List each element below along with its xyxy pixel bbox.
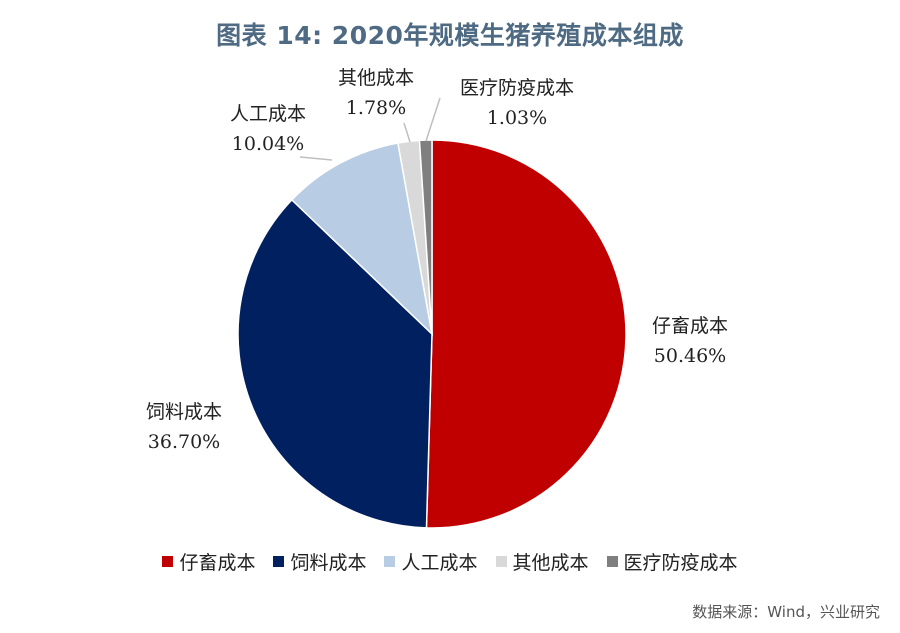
legend-label: 其他成本 bbox=[512, 552, 589, 574]
legend-swatch bbox=[273, 556, 285, 567]
pie-slice-3 bbox=[290, 142, 434, 337]
legend-swatch bbox=[606, 556, 618, 567]
legend: 仔畜成本 饲料成本 人工成本 其他成本 医疗防疫成本 bbox=[0, 548, 900, 575]
legend-swatch bbox=[495, 556, 507, 567]
legend-item-2: 饲料成本 bbox=[273, 548, 366, 575]
legend-label: 饲料成本 bbox=[290, 552, 367, 574]
legend-label: 仔畜成本 bbox=[179, 552, 256, 574]
slice-label-1: 仔畜成本 bbox=[652, 315, 728, 337]
legend-item-1: 仔畜成本 bbox=[162, 548, 255, 575]
leader-line-5 bbox=[425, 97, 441, 142]
legend-label: 人工成本 bbox=[401, 552, 478, 574]
slice-label-4: 其他成本 bbox=[338, 67, 414, 89]
pie-slice-1 bbox=[425, 139, 627, 529]
slice-label-5: 医疗防疫成本 bbox=[460, 77, 574, 99]
pie-slice-2 bbox=[237, 198, 433, 529]
leader-line-3 bbox=[299, 156, 333, 161]
legend-item-3: 人工成本 bbox=[384, 548, 478, 575]
legend-label: 医疗防疫成本 bbox=[623, 552, 738, 574]
legend-swatch bbox=[384, 556, 396, 567]
slice-label-3: 人工成本 bbox=[230, 103, 306, 125]
leader-line-4 bbox=[403, 122, 411, 143]
legend-item-4: 其他成本 bbox=[495, 548, 589, 575]
slice-value-5: 1.03% bbox=[487, 107, 547, 129]
source-note: 数据来源：Wind，兴业研究 bbox=[692, 603, 880, 621]
legend-item-5: 医疗防疫成本 bbox=[606, 548, 738, 575]
slice-value-2: 36.70% bbox=[148, 431, 220, 453]
slice-value-3: 10.04% bbox=[232, 133, 304, 155]
slice-value-4: 1.78% bbox=[346, 97, 406, 119]
legend-swatch bbox=[162, 556, 174, 567]
chart-title: 图表 14: 2020年规模生猪养殖成本组成 bbox=[216, 21, 684, 50]
slice-value-1: 50.46% bbox=[654, 345, 726, 367]
slice-label-2: 饲料成本 bbox=[146, 401, 222, 423]
